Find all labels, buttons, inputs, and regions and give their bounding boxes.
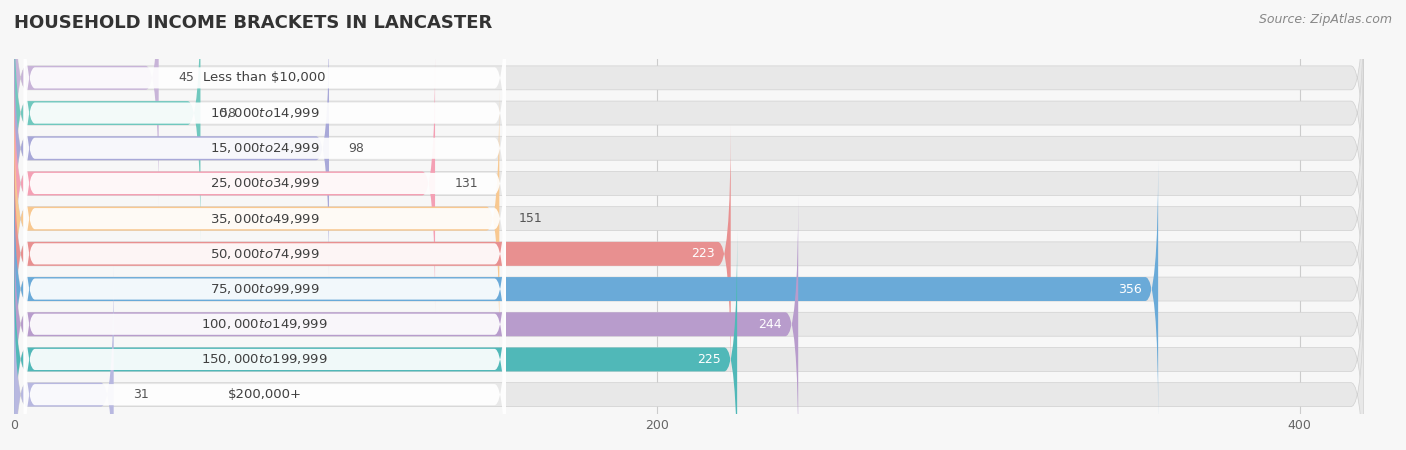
- FancyBboxPatch shape: [14, 19, 1364, 277]
- Text: Less than $10,000: Less than $10,000: [204, 72, 326, 84]
- Text: 356: 356: [1118, 283, 1142, 296]
- FancyBboxPatch shape: [14, 19, 329, 277]
- FancyBboxPatch shape: [24, 212, 506, 437]
- FancyBboxPatch shape: [14, 230, 1364, 450]
- FancyBboxPatch shape: [14, 0, 201, 242]
- FancyBboxPatch shape: [14, 160, 1364, 418]
- Text: $100,000 to $149,999: $100,000 to $149,999: [201, 317, 328, 331]
- Text: $150,000 to $199,999: $150,000 to $199,999: [201, 352, 328, 366]
- Text: 131: 131: [454, 177, 478, 190]
- FancyBboxPatch shape: [24, 176, 506, 402]
- FancyBboxPatch shape: [14, 195, 799, 450]
- Text: 58: 58: [219, 107, 236, 120]
- Text: 244: 244: [758, 318, 782, 331]
- FancyBboxPatch shape: [14, 0, 1364, 242]
- Text: $200,000+: $200,000+: [228, 388, 302, 401]
- FancyBboxPatch shape: [24, 141, 506, 366]
- FancyBboxPatch shape: [24, 0, 506, 226]
- Text: HOUSEHOLD INCOME BRACKETS IN LANCASTER: HOUSEHOLD INCOME BRACKETS IN LANCASTER: [14, 14, 492, 32]
- FancyBboxPatch shape: [14, 54, 434, 312]
- Text: $25,000 to $34,999: $25,000 to $34,999: [209, 176, 319, 190]
- FancyBboxPatch shape: [14, 90, 499, 347]
- FancyBboxPatch shape: [14, 266, 114, 450]
- Text: 45: 45: [179, 72, 194, 84]
- Text: 223: 223: [690, 248, 714, 261]
- Text: 225: 225: [697, 353, 721, 366]
- Text: $50,000 to $74,999: $50,000 to $74,999: [209, 247, 319, 261]
- FancyBboxPatch shape: [14, 90, 1364, 347]
- FancyBboxPatch shape: [24, 247, 506, 450]
- FancyBboxPatch shape: [14, 125, 1364, 382]
- Text: 31: 31: [134, 388, 149, 401]
- FancyBboxPatch shape: [14, 54, 1364, 312]
- FancyBboxPatch shape: [24, 36, 506, 261]
- Text: Source: ZipAtlas.com: Source: ZipAtlas.com: [1258, 14, 1392, 27]
- FancyBboxPatch shape: [24, 0, 506, 190]
- FancyBboxPatch shape: [24, 282, 506, 450]
- FancyBboxPatch shape: [14, 160, 1159, 418]
- Text: 151: 151: [519, 212, 543, 225]
- FancyBboxPatch shape: [24, 106, 506, 331]
- Text: $75,000 to $99,999: $75,000 to $99,999: [209, 282, 319, 296]
- FancyBboxPatch shape: [24, 71, 506, 296]
- FancyBboxPatch shape: [14, 195, 1364, 450]
- FancyBboxPatch shape: [14, 0, 1364, 207]
- Text: $10,000 to $14,999: $10,000 to $14,999: [209, 106, 319, 120]
- Text: 98: 98: [349, 142, 364, 155]
- FancyBboxPatch shape: [14, 230, 737, 450]
- Text: $15,000 to $24,999: $15,000 to $24,999: [209, 141, 319, 155]
- FancyBboxPatch shape: [14, 266, 1364, 450]
- FancyBboxPatch shape: [14, 125, 731, 382]
- Text: $35,000 to $49,999: $35,000 to $49,999: [209, 212, 319, 225]
- FancyBboxPatch shape: [14, 0, 159, 207]
